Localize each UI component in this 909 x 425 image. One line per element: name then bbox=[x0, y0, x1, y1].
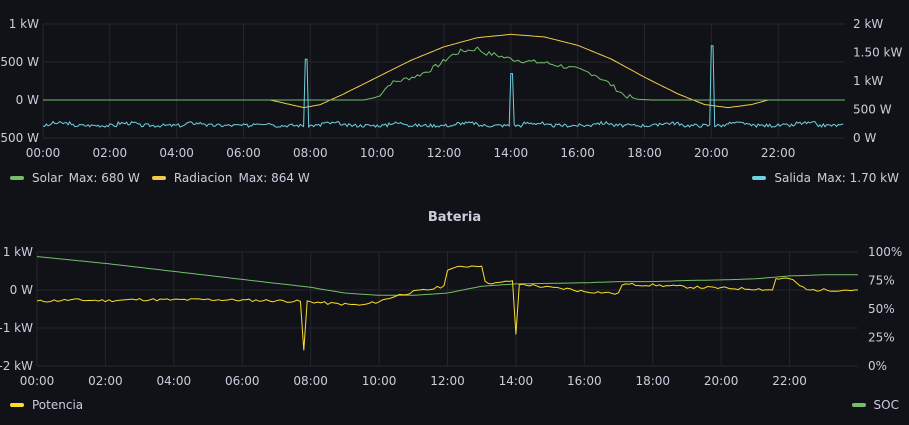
potencia-swatch bbox=[10, 403, 24, 407]
x-tick-label: 20:00 bbox=[704, 374, 739, 388]
legend-item-radiacion[interactable]: Radiacion Max: 864 W bbox=[151, 171, 310, 185]
y-right-tick-label: 100% bbox=[868, 245, 902, 259]
y-right-tick-label: 25% bbox=[868, 331, 895, 345]
legend-radiacion-name: Radiacion bbox=[173, 171, 233, 185]
x-tick-label: 14:00 bbox=[494, 146, 529, 160]
x-tick-label: 12:00 bbox=[430, 374, 465, 388]
legend-item-soc[interactable]: SOC bbox=[851, 398, 899, 412]
legend-bottom-left: Potencia bbox=[10, 398, 95, 412]
x-tick-label: 10:00 bbox=[360, 146, 395, 160]
soc-swatch bbox=[851, 403, 866, 407]
x-tick-label: 02:00 bbox=[88, 374, 123, 388]
y-left-tick-label: 500 W bbox=[0, 55, 39, 69]
y-left-tick-label: 0 W bbox=[16, 93, 39, 107]
x-tick-label: 16:00 bbox=[560, 146, 595, 160]
y-left-tick-label: -1 kW bbox=[0, 321, 33, 335]
legend-radiacion-max: Max: 864 W bbox=[238, 171, 310, 185]
x-tick-label: 08:00 bbox=[293, 146, 328, 160]
y-right-tick-label: 2 kW bbox=[853, 17, 883, 31]
x-tick-label: 08:00 bbox=[293, 374, 328, 388]
x-tick-label: 16:00 bbox=[567, 374, 602, 388]
legend-bottom-right: SOC bbox=[851, 398, 899, 412]
y-right-tick-label: 500 W bbox=[853, 103, 892, 117]
legend-salida-max: Max: 1.70 kW bbox=[816, 171, 899, 185]
legend-item-salida[interactable]: Salida Max: 1.70 kW bbox=[752, 171, 899, 185]
legend-potencia-name: Potencia bbox=[32, 398, 84, 412]
x-tick-label: 22:00 bbox=[761, 146, 796, 160]
x-tick-label: 10:00 bbox=[362, 374, 397, 388]
y-right-tick-label: 1 kW bbox=[853, 74, 883, 88]
salida-swatch bbox=[752, 176, 767, 180]
y-right-tick-label: 50% bbox=[868, 302, 895, 316]
x-tick-label: 00:00 bbox=[20, 374, 55, 388]
x-tick-label: 06:00 bbox=[225, 374, 260, 388]
legend-item-potencia[interactable]: Potencia bbox=[10, 398, 83, 412]
y-right-tick-label: 75% bbox=[868, 274, 895, 288]
x-tick-label: 04:00 bbox=[159, 146, 194, 160]
x-tick-label: 02:00 bbox=[93, 146, 128, 160]
y-right-tick-label: 0 W bbox=[853, 131, 876, 145]
legend-salida-name: Salida bbox=[774, 171, 811, 185]
x-tick-label: 18:00 bbox=[635, 374, 670, 388]
x-tick-label: 04:00 bbox=[157, 374, 192, 388]
x-tick-label: 20:00 bbox=[694, 146, 729, 160]
y-left-tick-label: 1 kW bbox=[9, 17, 39, 31]
potencia-line bbox=[36, 265, 858, 351]
legend-solar-max: Max: 680 W bbox=[68, 171, 140, 185]
legend-top-right: Salida Max: 1.70 kW bbox=[752, 171, 899, 185]
radiacion-swatch bbox=[151, 176, 166, 180]
y-right-tick-label: 1.50 kW bbox=[853, 46, 902, 60]
legend-soc-name: SOC bbox=[873, 398, 899, 412]
y-left-tick-label: -2 kW bbox=[0, 359, 33, 373]
legend-solar-name: Solar bbox=[32, 171, 63, 185]
x-tick-label: 12:00 bbox=[427, 146, 462, 160]
power-chart: 00:00 02:00 04:00 06:00 08:00 10:00 12:00 14:00… bbox=[0, 17, 902, 160]
x-tick-label: 22:00 bbox=[772, 374, 807, 388]
salida-line bbox=[42, 45, 844, 129]
solar-swatch bbox=[10, 176, 24, 180]
x-tick-label: 00:00 bbox=[26, 146, 61, 160]
x-tick-label: 06:00 bbox=[226, 146, 261, 160]
x-tick-label: 14:00 bbox=[499, 374, 534, 388]
soc-line bbox=[36, 256, 858, 296]
x-tick-label: 18:00 bbox=[627, 146, 662, 160]
legend-item-solar[interactable]: Solar Max: 680 W bbox=[10, 171, 140, 185]
y-left-tick-label: 1 kW bbox=[3, 245, 33, 259]
y-right-tick-label: 0% bbox=[868, 359, 887, 373]
y-left-tick-label: -500 W bbox=[0, 131, 39, 145]
legend-top-left: Solar Max: 680 W Radiacion Max: 864 W bbox=[10, 171, 322, 185]
panel-title-bateria: Bateria bbox=[427, 210, 482, 225]
y-left-tick-label: 0 W bbox=[10, 283, 33, 297]
